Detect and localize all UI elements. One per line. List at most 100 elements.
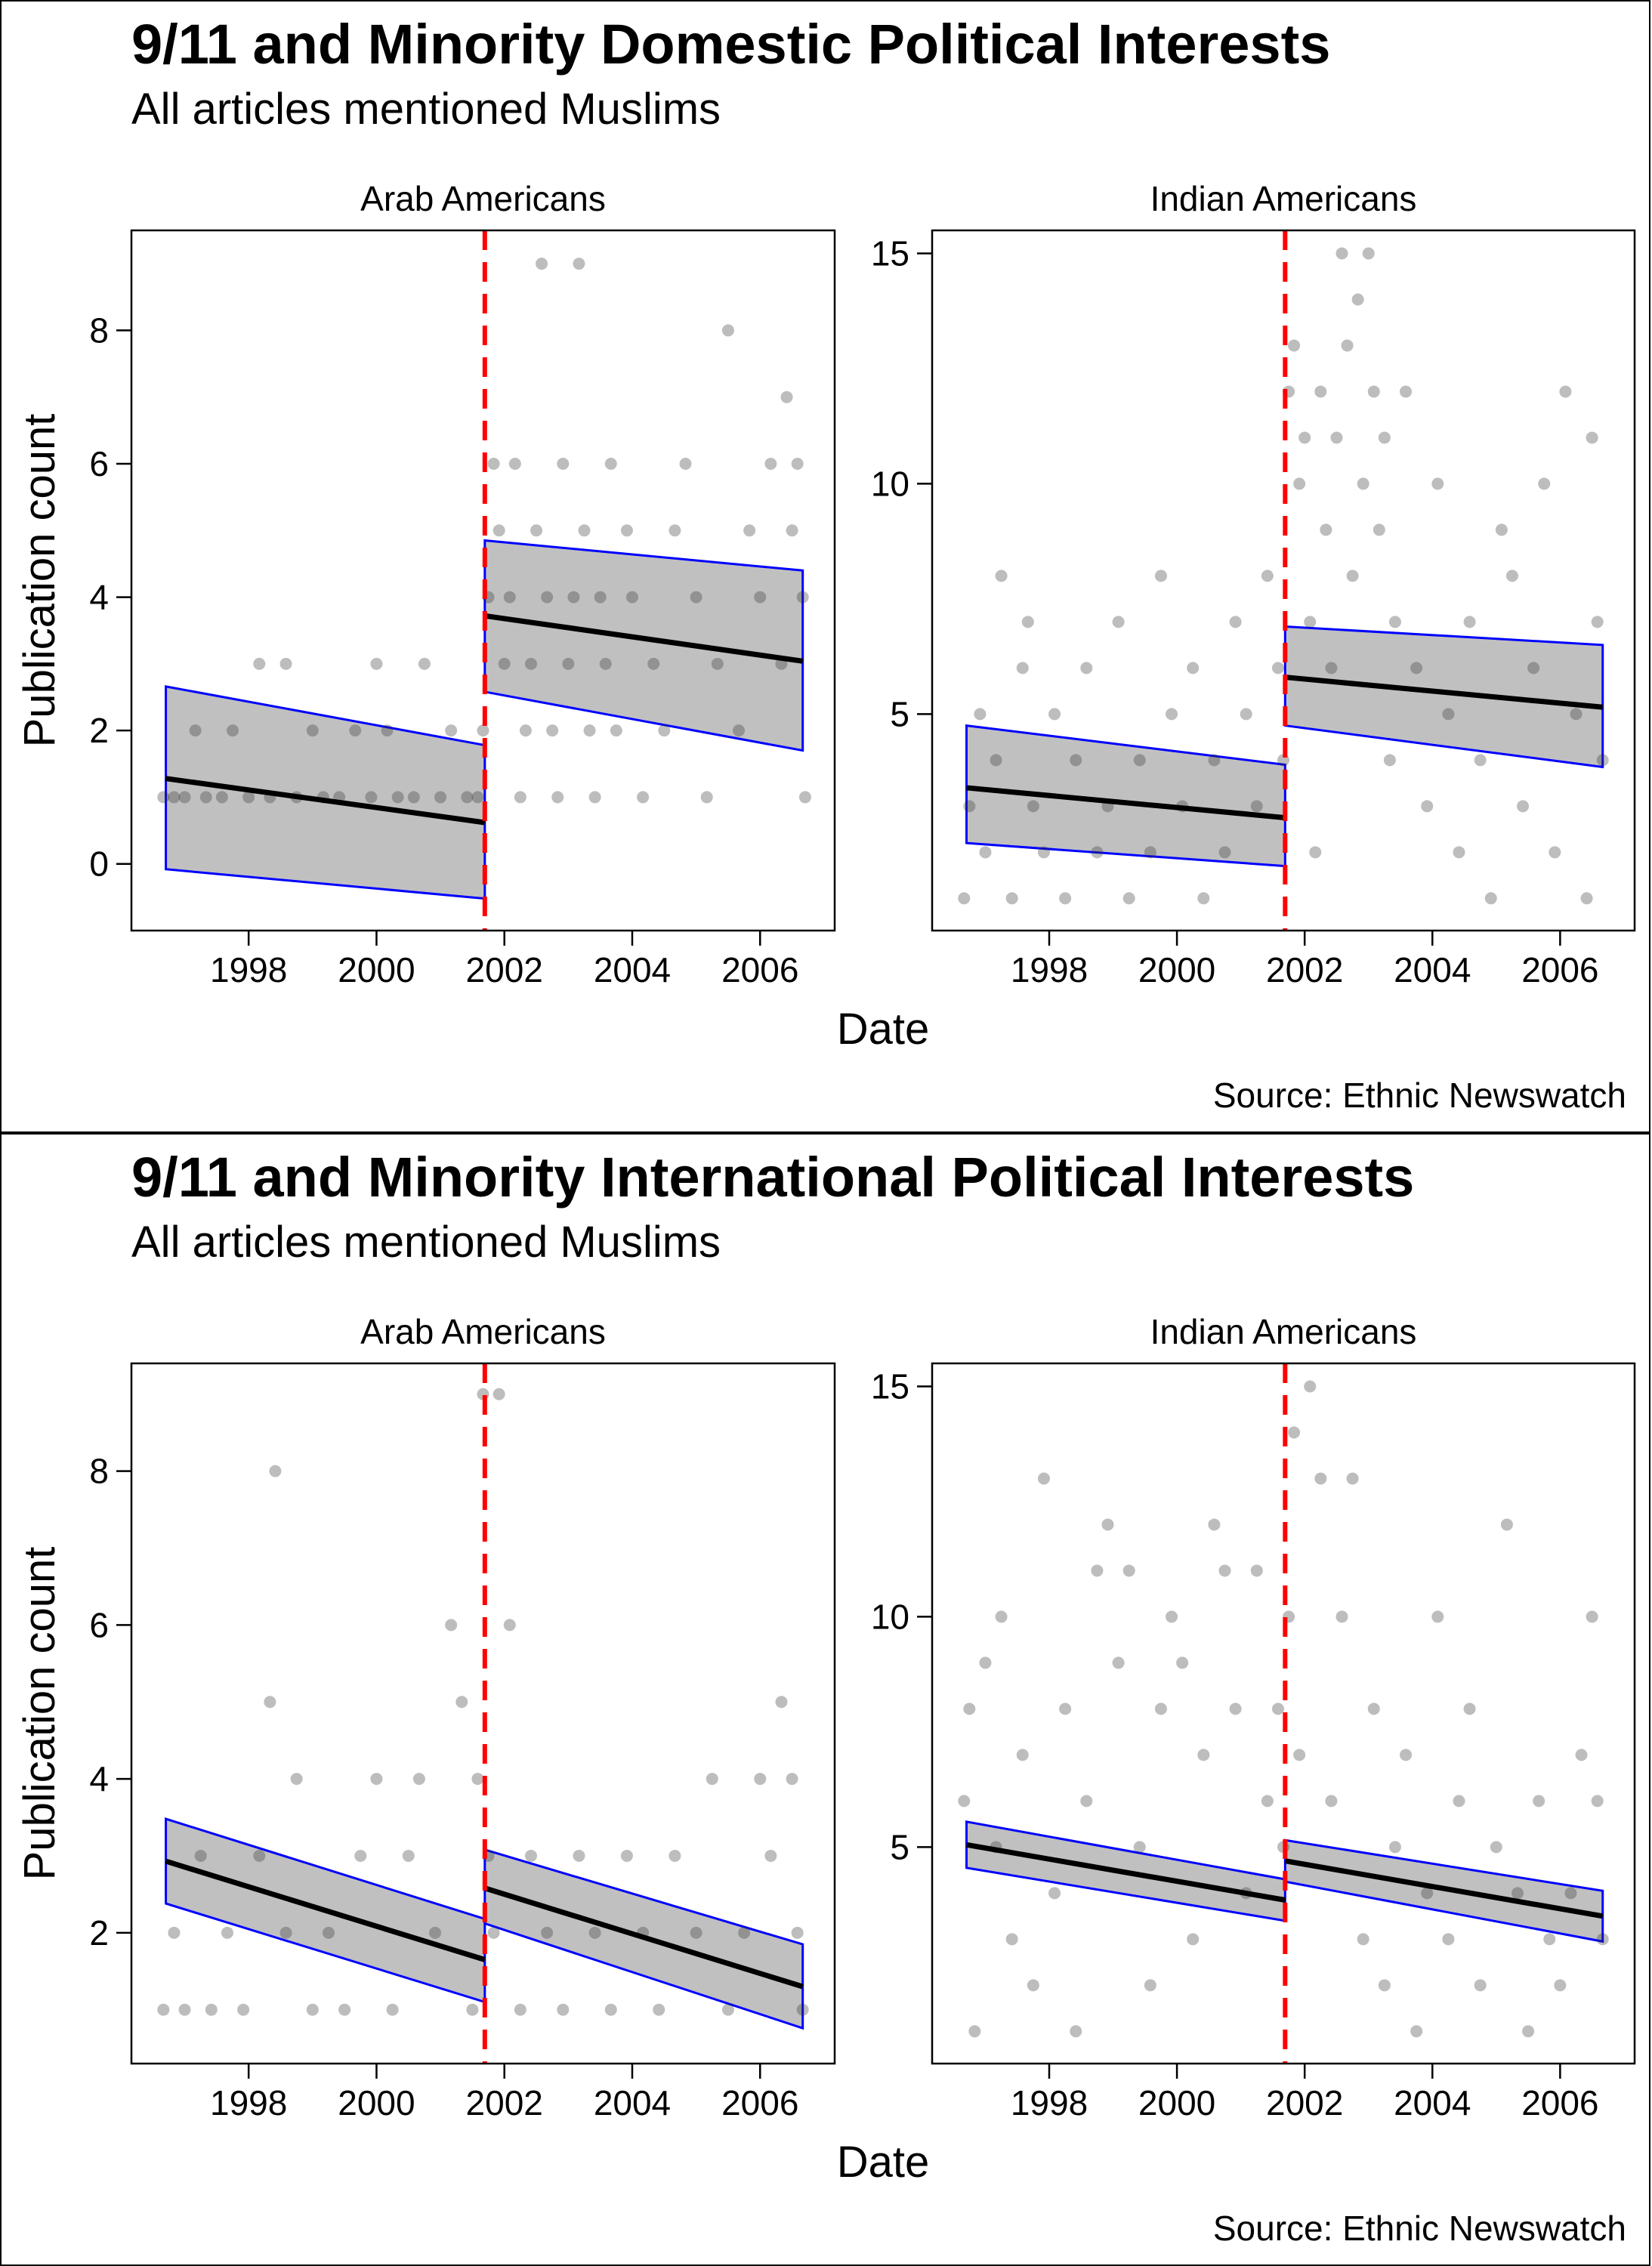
x-axis-title: Date [837,2138,930,2187]
data-point [1431,1610,1444,1623]
data-point [1314,1472,1327,1485]
data-point [1261,570,1274,582]
data-point [604,2003,617,2016]
data-point [477,724,489,737]
data-point [1512,1887,1524,1900]
data-point [407,791,420,804]
y-tick-label: 8 [89,1452,109,1491]
data-point [1293,477,1306,490]
regression-fit-line [965,1842,1286,1903]
x-tick-label: 2004 [594,950,671,989]
data-point [1080,662,1093,675]
regression-fit-line [1284,1858,1604,1919]
y-tick-label: 15 [871,233,909,273]
data-point [306,2003,319,2016]
data-points [958,1380,1609,2038]
data-point [530,524,543,537]
data-point [1080,1795,1093,1808]
data-point [1580,892,1593,905]
data-point [588,791,601,804]
data-point [1357,477,1369,490]
data-point [995,570,1008,582]
data-point [706,1773,718,1786]
data-point [690,1926,702,1939]
data-point [1314,385,1327,398]
data-point [1383,754,1396,767]
data-point [386,2003,399,2016]
regression-fit-line [165,1858,486,1962]
regression-fit-line [1284,675,1604,710]
data-point [493,1388,505,1400]
data-points [157,258,811,804]
data-point [168,1926,181,1939]
data-point [604,458,617,470]
x-tick-label: 2004 [594,2083,671,2122]
y-tick-label: 10 [871,464,909,503]
panel-frame [931,1362,1636,2065]
x-tick-label: 1998 [210,2083,287,2122]
data-point [1271,662,1284,675]
data-point [1197,892,1210,905]
data-point [508,458,521,470]
data-point [461,791,474,804]
data-point [599,657,612,670]
regression-fit-line [165,776,486,826]
x-tick-label: 2002 [466,950,543,989]
data-point [1505,570,1518,582]
figure-subtitle: All articles mentioned Muslims [131,85,721,134]
data-point [1442,708,1455,721]
data-point [1133,1841,1146,1854]
data-point [653,2003,665,2016]
data-point [524,657,537,670]
data-point [349,724,362,737]
data-point [536,258,548,270]
data-point [322,1926,335,1939]
data-point [637,791,650,804]
data-point [1250,800,1263,813]
plot-area [157,1363,809,2064]
figure-international: 9/11 and Minority International Politica… [0,1133,1650,2266]
x-tick-label: 2006 [1521,2083,1598,2122]
data-point [1229,616,1242,628]
data-point [1357,1933,1369,1946]
panel-strip-label: Arab Americans [360,1312,606,1351]
y-tick-label: 5 [890,694,909,733]
data-point [647,657,660,670]
data-point [1474,1979,1487,1992]
y-tick-label: 4 [89,578,109,617]
data-point [625,591,638,604]
data-point [578,524,591,537]
confidence-ribbon [965,724,1286,868]
source-caption: Source: Ethnic Newswatch [1212,1076,1626,1115]
data-point [1208,1518,1221,1531]
data-point [1367,1703,1380,1715]
data-point [1367,385,1380,398]
panel-indian-americans: Indian Americans 1998 2000 2002 2004 2006 5 10 1… [871,179,1636,989]
data-point [791,458,804,470]
data-point [253,1849,266,1862]
data-point [1027,1979,1039,1992]
panel-arab-americans: Arab Americans 1998 2000 2002 2004 2006 2 4 6 8 [89,1312,836,2122]
data-point [157,2003,170,2016]
panel-indian-americans: Indian Americans 1998 2000 2002 2004 2006 5 10 1… [871,1312,1636,2122]
data-point [743,524,756,537]
data-point [1298,431,1311,444]
data-point [1250,1564,1263,1577]
data-point [178,2003,191,2016]
data-point [1048,1887,1061,1900]
x-tick-label: 2000 [1138,950,1215,989]
data-point [365,791,378,804]
x-tick-label: 1998 [210,950,287,989]
y-tick-label: 6 [89,444,109,483]
data-point [354,1849,367,1862]
data-point [1027,800,1039,813]
y-tick-label: 0 [89,844,109,884]
figure-title: 9/11 and Minority International Politica… [131,1146,1415,1209]
data-point [1538,477,1551,490]
data-point [1522,2025,1535,2038]
data-point [1421,1887,1434,1900]
data-point [199,791,212,804]
data-point [1048,708,1061,721]
data-point [796,591,809,604]
data-point [487,458,500,470]
